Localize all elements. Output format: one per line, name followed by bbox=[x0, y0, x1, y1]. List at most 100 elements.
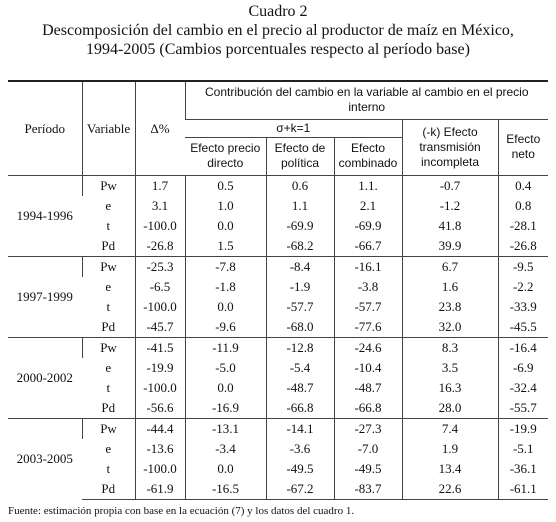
value-cell: 23.8 bbox=[401, 296, 498, 317]
value-cell: -6.9 bbox=[497, 357, 548, 378]
value-cell: -3.8 bbox=[333, 276, 402, 297]
value-cell: -66.8 bbox=[265, 397, 334, 418]
value-cell: 0.0 bbox=[184, 215, 266, 236]
value-cell: -45.7 bbox=[134, 316, 185, 337]
variable-cell: Pw bbox=[81, 255, 135, 277]
value-cell: -49.5 bbox=[333, 458, 402, 479]
variable-cell: e bbox=[105, 278, 112, 294]
variable-cell: Pd bbox=[101, 318, 116, 334]
value-cell: -19.9 bbox=[134, 357, 185, 378]
value-cell: -28.1 bbox=[497, 215, 548, 236]
variable-cell: Pd bbox=[82, 478, 135, 500]
subgroup-header: σ+k=1 bbox=[185, 119, 402, 138]
col-header: Efecto combinado bbox=[333, 137, 402, 176]
table-row: 2000-2002 Pw -41.5 -11.9 -12.8 -24.6 8.3 -16.4 bbox=[8, 336, 548, 418]
col-header: Período bbox=[8, 80, 82, 176]
value-cell: 22.6 bbox=[401, 478, 498, 500]
value-cell: -11.9 bbox=[184, 336, 266, 358]
value-cell: 16.3 bbox=[401, 377, 498, 398]
value-cell: -48.7 bbox=[265, 377, 334, 398]
table-row: e -6.5 -1.8 -1.9 -3.8 1.6 -2.2 bbox=[8, 276, 548, 297]
value-cell: -13.6 bbox=[134, 438, 185, 459]
col-header: Variable bbox=[81, 80, 135, 176]
table-row: t -100.0 0.0 -49.5 -49.5 13.4 -36.1 bbox=[8, 458, 548, 479]
source-note: Fuente: estimación propia con base en la… bbox=[8, 505, 355, 517]
value-cell: 3.1 bbox=[134, 195, 185, 216]
value-cell: -57.7 bbox=[333, 296, 402, 317]
variable-cell: Pw bbox=[81, 336, 135, 358]
value-cell: -100.0 bbox=[134, 377, 185, 398]
table-row: t -100.0 0.0 -48.7 -48.7 16.3 -32.4 bbox=[8, 377, 548, 398]
value-cell: 41.8 bbox=[401, 215, 498, 236]
value-cell: -100.0 bbox=[134, 215, 185, 236]
value-cell: -13.1 bbox=[184, 417, 266, 439]
value-cell: 39.9 bbox=[401, 235, 498, 256]
value-cell: -7.0 bbox=[333, 438, 402, 459]
table-row: Pd -61.9 -16.5 -67.2 -83.7 22.6 -61.1 bbox=[8, 478, 548, 500]
col-header: Efecto neto bbox=[497, 119, 548, 176]
value-cell: -16.9 bbox=[184, 397, 266, 418]
value-cell: -19.9 bbox=[497, 417, 548, 439]
value-cell: -100.0 bbox=[134, 296, 185, 317]
value-cell: -100.0 bbox=[134, 458, 185, 479]
value-cell: -61.1 bbox=[497, 478, 548, 500]
value-cell: 7.4 bbox=[401, 417, 498, 439]
value-cell: 1.9 bbox=[401, 438, 498, 459]
value-cell: -3.4 bbox=[184, 438, 266, 459]
value-cell: -16.5 bbox=[184, 478, 266, 500]
value-cell: -3.6 bbox=[265, 438, 334, 459]
variable-cell: t bbox=[106, 460, 111, 476]
value-cell: -0.7 bbox=[401, 174, 498, 196]
table-row: t -100.0 0.0 -69.9 -69.9 41.8 -28.1 bbox=[8, 215, 548, 236]
table-row: Pd -45.7 -9.6 -68.0 -77.6 32.0 -45.5 bbox=[8, 316, 548, 337]
value-cell: -56.6 bbox=[134, 397, 185, 418]
table-row: 1994-1996 Pw 1.7 0.5 0.6 1.1. -0.7 0.4 bbox=[8, 174, 548, 256]
value-cell: -36.1 bbox=[497, 458, 548, 479]
value-cell: -44.4 bbox=[134, 417, 185, 439]
variable-cell: Pd bbox=[101, 237, 116, 253]
value-cell: -68.2 bbox=[265, 235, 334, 256]
value-cell: 0.6 bbox=[265, 174, 334, 196]
value-cell: -6.5 bbox=[134, 276, 185, 297]
period-cell: 1997-1999 bbox=[8, 255, 82, 337]
table-label: Cuadro 2 bbox=[248, 3, 308, 20]
value-cell: -61.9 bbox=[134, 478, 185, 500]
value-cell: -9.6 bbox=[184, 316, 266, 337]
table-row: Pd -56.6 -16.9 -66.8 -66.8 28.0 -55.7 bbox=[8, 397, 548, 418]
value-cell: 3.5 bbox=[401, 357, 498, 378]
value-cell: -55.7 bbox=[497, 397, 548, 418]
value-cell: -49.5 bbox=[265, 458, 334, 479]
variable-cell: e bbox=[105, 197, 112, 213]
variable-cell: Pw bbox=[81, 417, 135, 439]
period-cell: 2003-2005 bbox=[8, 417, 82, 499]
value-cell: -12.8 bbox=[265, 336, 334, 358]
variable-cell: t bbox=[106, 217, 111, 233]
value-cell: 2.1 bbox=[333, 195, 402, 216]
value-cell: 6.7 bbox=[401, 255, 498, 277]
value-cell: -69.9 bbox=[333, 215, 402, 236]
variable-cell: Pw bbox=[81, 174, 135, 196]
col-header: Δ% bbox=[134, 80, 185, 176]
title: 1994-2005 (Cambios porcentuales respecto… bbox=[86, 41, 470, 58]
value-cell: -5.4 bbox=[265, 357, 334, 378]
value-cell: 0.0 bbox=[184, 296, 266, 317]
value-cell: -16.1 bbox=[333, 255, 402, 277]
value-cell: 1.6 bbox=[401, 276, 498, 297]
value-cell: -67.2 bbox=[265, 478, 334, 500]
value-cell: -48.7 bbox=[333, 377, 402, 398]
value-cell: -27.3 bbox=[333, 417, 402, 439]
value-cell: 0.0 bbox=[184, 458, 266, 479]
value-cell: -68.0 bbox=[265, 316, 334, 337]
variable-cell: t bbox=[106, 298, 111, 314]
value-cell: -26.8 bbox=[134, 235, 185, 256]
title: Descomposición del cambio en el precio a… bbox=[42, 22, 514, 39]
table-row: t -100.0 0.0 -57.7 -57.7 23.8 -33.9 bbox=[8, 296, 548, 317]
value-cell: -8.4 bbox=[265, 255, 334, 277]
value-cell: -83.7 bbox=[333, 478, 402, 500]
value-cell: -69.9 bbox=[265, 215, 334, 236]
variable-cell: Pd bbox=[101, 399, 116, 415]
period-cell: 2000-2002 bbox=[8, 336, 82, 418]
value-cell: -14.1 bbox=[265, 417, 334, 439]
period-cell: 1994-1996 bbox=[8, 174, 82, 256]
value-cell: -57.7 bbox=[265, 296, 334, 317]
